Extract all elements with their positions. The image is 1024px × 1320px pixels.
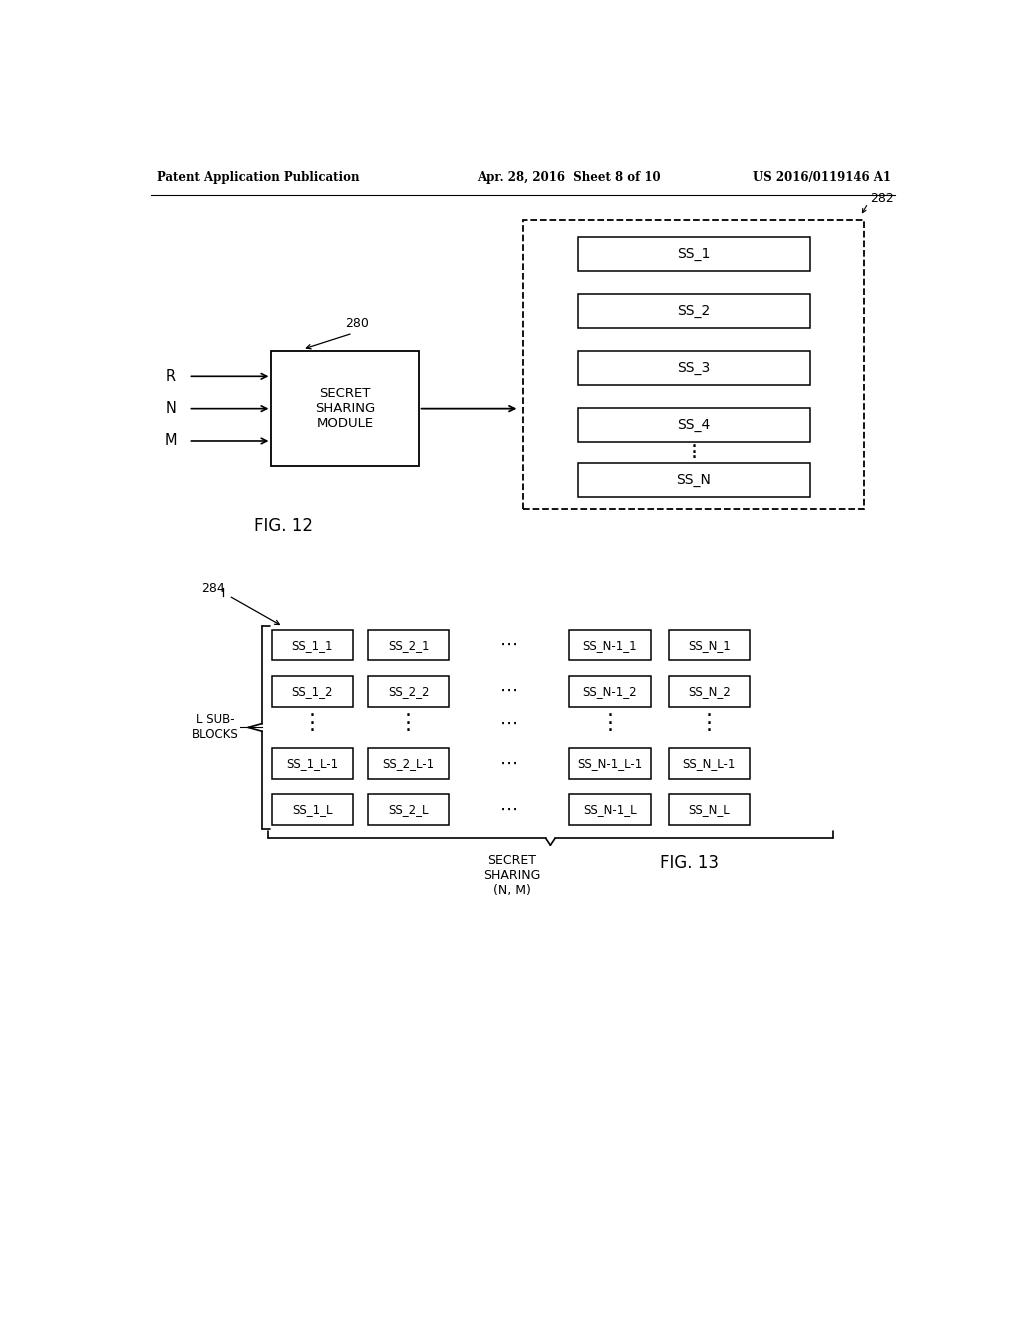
Bar <box>669 630 750 660</box>
Bar <box>578 408 810 442</box>
Text: SS_1_L-1: SS_1_L-1 <box>287 758 339 770</box>
Bar <box>271 795 353 825</box>
Text: FIG. 12: FIG. 12 <box>254 517 312 536</box>
Text: ·: · <box>606 714 613 734</box>
Text: SS_N-1_L-1: SS_N-1_L-1 <box>578 758 643 770</box>
Text: SS_1_2: SS_1_2 <box>292 685 333 698</box>
Text: SS_3: SS_3 <box>677 360 711 375</box>
Text: SS_N-1_L: SS_N-1_L <box>584 804 637 816</box>
Text: ⋯: ⋯ <box>501 755 518 772</box>
Text: SS_2_L: SS_2_L <box>388 804 429 816</box>
Text: 280: 280 <box>345 317 369 330</box>
Bar <box>368 748 450 779</box>
Bar <box>523 220 864 508</box>
Text: ·: · <box>406 721 412 742</box>
Bar <box>669 748 750 779</box>
Bar <box>578 238 810 271</box>
Bar <box>669 676 750 706</box>
Text: ·: · <box>309 706 316 726</box>
Bar <box>578 294 810 327</box>
Bar <box>368 676 450 706</box>
Bar <box>569 795 650 825</box>
Bar <box>578 463 810 498</box>
Text: ·: · <box>406 706 412 726</box>
Text: ·: · <box>706 714 713 734</box>
Text: SS_4: SS_4 <box>677 418 711 432</box>
Text: ⋯: ⋯ <box>501 714 518 733</box>
Text: ·: · <box>309 721 316 742</box>
Text: SS_2_L-1: SS_2_L-1 <box>383 758 434 770</box>
Text: US 2016/0119146 A1: US 2016/0119146 A1 <box>754 172 891 185</box>
Text: SS_N: SS_N <box>676 474 712 487</box>
Text: ·: · <box>606 706 613 726</box>
Bar <box>271 748 353 779</box>
Text: SS_1_L: SS_1_L <box>292 804 333 816</box>
Bar <box>368 795 450 825</box>
Text: SS_2: SS_2 <box>677 304 711 318</box>
Text: SS_N_2: SS_N_2 <box>688 685 731 698</box>
Text: SS_N_L-1: SS_N_L-1 <box>683 758 736 770</box>
Text: N: N <box>165 401 176 416</box>
Text: Apr. 28, 2016  Sheet 8 of 10: Apr. 28, 2016 Sheet 8 of 10 <box>477 172 660 185</box>
Text: Patent Application Publication: Patent Application Publication <box>158 172 360 185</box>
Text: R: R <box>166 368 176 384</box>
Bar <box>569 748 650 779</box>
Text: SS_1: SS_1 <box>677 247 711 261</box>
Text: SS_2_2: SS_2_2 <box>388 685 429 698</box>
Text: ·: · <box>690 447 697 467</box>
Text: 282: 282 <box>870 191 894 205</box>
Text: ·: · <box>406 714 412 734</box>
Text: FIG. 13: FIG. 13 <box>660 854 720 873</box>
Text: ·: · <box>706 706 713 726</box>
Text: ·: · <box>606 721 613 742</box>
Text: SS_N_L: SS_N_L <box>688 804 730 816</box>
Bar <box>669 795 750 825</box>
Text: ⋯: ⋯ <box>501 801 518 818</box>
Text: SS_N_1: SS_N_1 <box>688 639 731 652</box>
Text: ·: · <box>690 442 697 462</box>
Bar <box>271 630 353 660</box>
Bar <box>578 351 810 385</box>
Bar <box>569 630 650 660</box>
Text: 284: 284 <box>202 582 225 594</box>
Text: ⋯: ⋯ <box>501 636 518 653</box>
Text: ·: · <box>706 721 713 742</box>
Bar <box>368 630 450 660</box>
Bar <box>569 676 650 706</box>
Text: L SUB-
BLOCKS: L SUB- BLOCKS <box>193 713 239 742</box>
Text: ⋯: ⋯ <box>501 682 518 700</box>
Text: ·: · <box>690 437 697 457</box>
Text: SECRET
SHARING
MODULE: SECRET SHARING MODULE <box>314 387 375 430</box>
Text: ·: · <box>309 714 316 734</box>
Text: SS_2_1: SS_2_1 <box>388 639 429 652</box>
Text: SS_N-1_1: SS_N-1_1 <box>583 639 637 652</box>
Bar <box>271 351 419 466</box>
Text: M: M <box>165 433 177 449</box>
Text: SECRET
SHARING
(N, M): SECRET SHARING (N, M) <box>483 854 541 898</box>
Text: SS_1_1: SS_1_1 <box>292 639 333 652</box>
Text: SS_N-1_2: SS_N-1_2 <box>583 685 637 698</box>
Bar <box>271 676 353 706</box>
